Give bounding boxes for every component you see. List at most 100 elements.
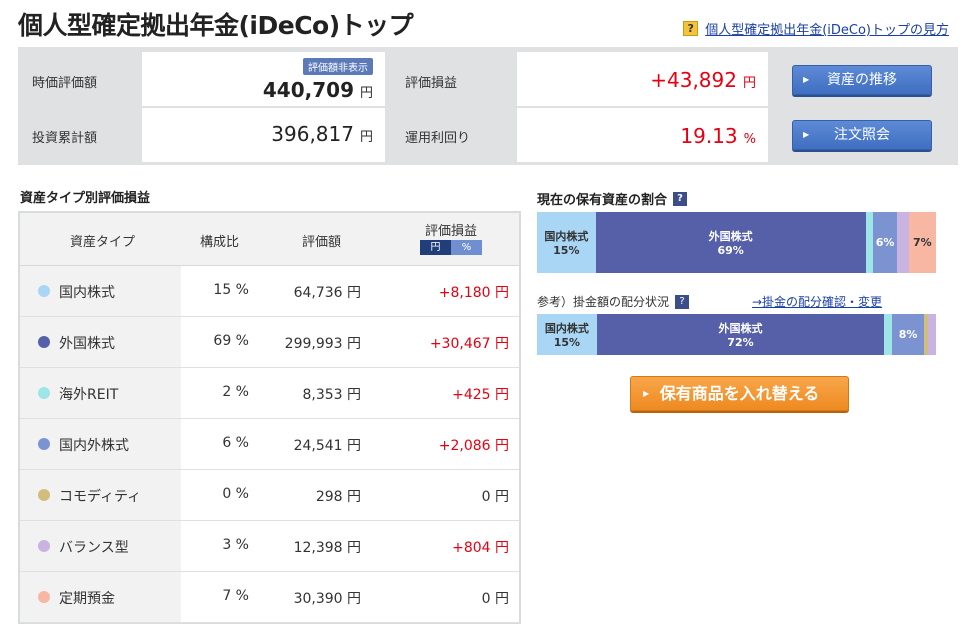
investment-total-cell: 396,817 円 xyxy=(142,108,385,162)
amount-value: 64,736 円 xyxy=(293,285,361,301)
market-value-label: 時価評価額 xyxy=(32,76,98,91)
investment-total: 396,817 xyxy=(271,122,354,146)
asset-type-table: 資産タイプ 構成比 評価額 評価損益 円 % 国内株式 15 % 64,736 円 +… xyxy=(18,211,521,624)
allocation-segment xyxy=(923,314,928,355)
amount-value: 12,398 円 xyxy=(293,540,361,556)
gain-value: +425 円 xyxy=(452,387,509,403)
market-value: 440,709 xyxy=(262,78,354,102)
segment-label: 外国株式 xyxy=(708,230,753,243)
amount-value: 24,541 円 xyxy=(293,438,361,454)
toggle-yen[interactable]: 円 xyxy=(420,240,451,255)
gain-value: +2,086 円 xyxy=(438,438,509,454)
segment-percent: 15% xyxy=(553,336,581,349)
table-header: 資産タイプ 構成比 評価額 評価損益 円 % xyxy=(20,213,519,266)
allocation-segment xyxy=(865,212,874,273)
segment-label: 国内株式 xyxy=(544,322,589,335)
asset-type-name: バランス型 xyxy=(59,540,129,556)
table-row: 海外REIT 2 % 8,353 円 +425 円 xyxy=(20,368,519,419)
allocation-segment xyxy=(927,314,936,355)
segment-percent: 69% xyxy=(717,244,744,257)
gain-unit: 円 xyxy=(742,76,756,91)
allocation-segment: 8% xyxy=(892,314,924,355)
allocation-segment xyxy=(884,314,893,355)
allocation-segment xyxy=(896,212,909,273)
question-icon: ? xyxy=(683,21,699,36)
asset-type-cell: 海外REIT xyxy=(20,368,181,418)
return-rate-unit: % xyxy=(743,132,756,147)
unit-toggle[interactable]: 円 % xyxy=(420,240,482,255)
allocation-segment: 国内株式 15% xyxy=(537,314,597,355)
gain-value: +8,180 円 xyxy=(438,285,509,301)
ratio-value: 2 % xyxy=(222,384,249,400)
amount-value: 30,390 円 xyxy=(293,591,361,607)
asset-type-cell: バランス型 xyxy=(20,521,181,571)
page-title: 個人型確定拠出年金(iDeCo)トップ xyxy=(18,11,414,40)
summary-panel: 時価評価額 評価額非表示 440,709 円 投資累計額 396,817 円 評価損… xyxy=(18,47,958,165)
gain-cell: +43,892 円 xyxy=(517,52,768,106)
return-rate-value: 19.13 xyxy=(680,124,738,148)
hide-value-badge[interactable]: 評価額非表示 xyxy=(303,58,373,75)
asset-trend-button[interactable]: ▶ 資産の推移 xyxy=(792,65,932,95)
market-value-unit: 円 xyxy=(359,86,373,101)
table-row: 国内外株式 6 % 24,541 円 +2,086 円 xyxy=(20,419,519,470)
color-dot-icon xyxy=(38,489,50,501)
allocation-segment: 6% xyxy=(873,212,897,273)
gain-value: 0 円 xyxy=(481,489,509,505)
allocation-segment: 国内株式 15% xyxy=(537,212,596,273)
triangle-right-icon: ▶ xyxy=(803,130,810,139)
allocation-segment: 7% xyxy=(908,212,936,273)
gain-value: +30,467 円 xyxy=(429,336,509,352)
header-amount: 評価額 xyxy=(302,235,342,250)
asset-type-cell: 定期預金 xyxy=(20,572,181,622)
segment-percent: 15% xyxy=(553,244,580,257)
gain-value: +43,892 xyxy=(650,68,737,92)
current-allocation-title: 現在の保有資産の割合 ? xyxy=(537,189,688,208)
table-row: バランス型 3 % 12,398 円 +804 円 xyxy=(20,521,519,572)
help-link[interactable]: ? 個人型確定拠出年金(iDeCo)トップの見方 xyxy=(683,19,949,38)
amount-value: 8,353 円 xyxy=(302,387,361,403)
table-row: 定期預金 7 % 30,390 円 0 円 xyxy=(20,572,519,623)
ratio-value: 6 % xyxy=(222,435,249,451)
triangle-right-icon: ▶ xyxy=(803,75,810,84)
segment-percent: 8% xyxy=(898,328,918,341)
help-link-text[interactable]: 個人型確定拠出年金(iDeCo)トップの見方 xyxy=(705,23,949,38)
asset-trend-button-label: 資産の推移 xyxy=(827,72,897,88)
asset-type-cell: 国内株式 xyxy=(20,266,181,316)
asset-type-section-title: 資産タイプ別評価損益 xyxy=(20,191,151,206)
triangle-right-icon: ▶ xyxy=(643,389,650,398)
amount-value: 299,993 円 xyxy=(284,336,361,352)
asset-type-name: 定期預金 xyxy=(59,591,115,607)
order-inquiry-button[interactable]: ▶ 注文照会 xyxy=(792,120,932,150)
table-row: コモディティ 0 % 298 円 0 円 xyxy=(20,470,519,521)
table-row: 国内株式 15 % 64,736 円 +8,180 円 xyxy=(20,266,519,317)
asset-type-cell: 国内外株式 xyxy=(20,419,181,469)
header-ratio: 構成比 xyxy=(200,235,240,250)
return-rate-label: 運用利回り xyxy=(405,131,471,146)
investment-total-label: 投資累計額 xyxy=(32,131,98,146)
gain-label: 評価損益 xyxy=(405,76,458,91)
contribution-allocation-link[interactable]: →掛金の配分確認・変更 xyxy=(752,295,883,309)
current-allocation-title-text: 現在の保有資産の割合 xyxy=(537,193,668,208)
amount-value: 298 円 xyxy=(315,489,361,505)
asset-type-name: 外国株式 xyxy=(59,336,115,352)
swap-holdings-button[interactable]: ▶ 保有商品を入れ替える xyxy=(630,376,849,411)
toggle-percent[interactable]: % xyxy=(451,240,482,255)
asset-type-name: コモディティ xyxy=(59,489,142,505)
reference-allocation-bar: 国内株式 15% 外国株式 72% 8% xyxy=(537,314,936,355)
header-asset-type: 資産タイプ xyxy=(70,235,136,250)
ratio-value: 7 % xyxy=(222,588,249,604)
ratio-value: 69 % xyxy=(213,333,249,349)
color-dot-icon xyxy=(38,591,50,603)
table-row: 外国株式 69 % 299,993 円 +30,467 円 xyxy=(20,317,519,368)
header-gain: 評価損益 xyxy=(425,224,478,239)
gain-value: 0 円 xyxy=(481,591,509,607)
help-icon[interactable]: ? xyxy=(673,191,688,206)
reference-allocation-title: 参考）掛金額の配分状況 ? xyxy=(537,293,690,310)
color-dot-icon xyxy=(38,336,50,348)
market-value-cell: 評価額非表示 440,709 円 xyxy=(142,52,385,106)
segment-label: 外国株式 xyxy=(718,322,763,335)
help-icon[interactable]: ? xyxy=(675,294,690,309)
allocation-segment: 外国株式 72% xyxy=(596,314,885,355)
segment-percent: 72% xyxy=(727,336,754,349)
ratio-value: 0 % xyxy=(222,486,249,502)
